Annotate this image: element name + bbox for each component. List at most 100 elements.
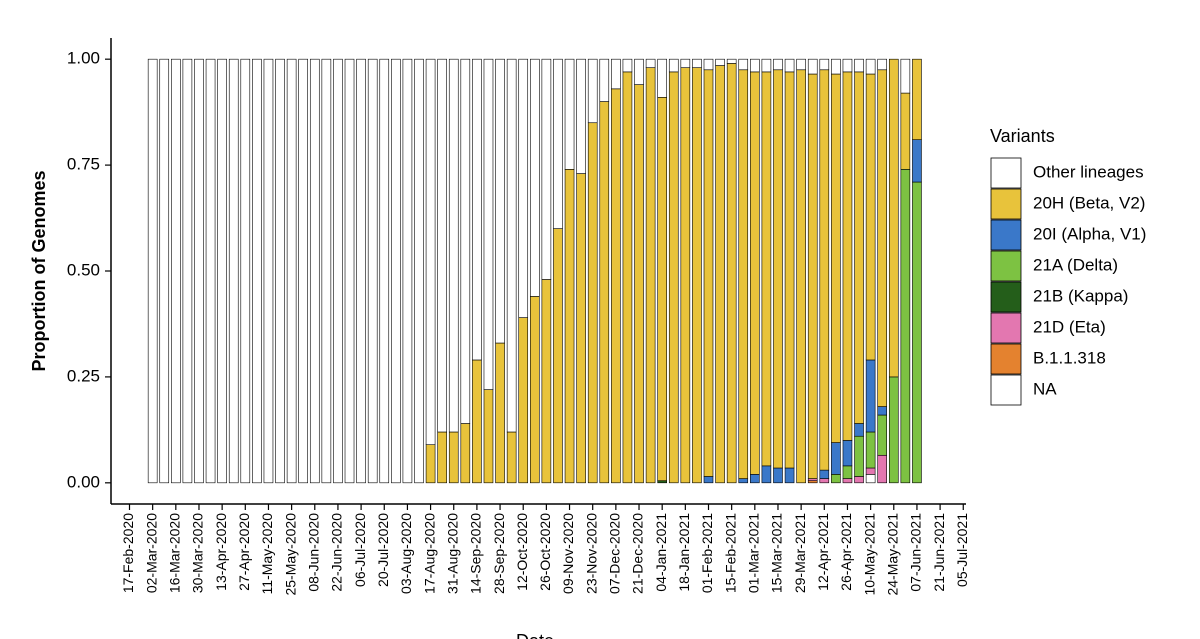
bar-segment (587, 58, 598, 124)
bar-segment (865, 359, 876, 433)
bar-segment (761, 58, 772, 73)
bar-segment (865, 431, 876, 469)
bar-segment (831, 73, 841, 443)
bar-segment (356, 58, 366, 484)
bar-segment (483, 389, 494, 484)
bar-segment (657, 480, 667, 484)
bar-segment (495, 58, 505, 344)
x-tick-label: 18-Jan-2021 (676, 513, 692, 592)
bar-segment (831, 474, 841, 484)
bar-segment (321, 58, 332, 484)
bar-segment (773, 58, 783, 71)
bar-segment (900, 92, 911, 170)
bar-segment (680, 67, 691, 484)
bar-segment (703, 58, 714, 71)
bar-segment (842, 440, 853, 467)
x-tick-label: 31-Aug-2020 (444, 513, 460, 594)
x-tick-label: 25-May-2020 (282, 513, 298, 596)
bar-segment (379, 58, 390, 484)
bar-segment (263, 58, 274, 484)
bar-segment (645, 67, 656, 484)
bar-segment (448, 58, 459, 433)
x-tick-label: 30-Mar-2020 (190, 513, 206, 593)
bar-segment (414, 58, 424, 484)
bar-segment (912, 139, 922, 183)
bar-segment (854, 71, 864, 424)
x-tick-label: 14-Sep-2020 (468, 513, 484, 594)
x-tick-label: 17-Aug-2020 (421, 513, 437, 594)
x-tick-label: 16-Mar-2020 (167, 513, 183, 593)
bar-segment (622, 58, 633, 73)
bar-segment (182, 58, 193, 484)
legend-key (990, 188, 1022, 220)
bar-segment (912, 181, 922, 484)
x-tick-label: 17-Feb-2020 (120, 513, 136, 593)
y-axis-title: Proportion of Genomes (29, 170, 49, 371)
bar-segment (344, 58, 355, 484)
x-axis-title: Date (516, 631, 554, 639)
bar-segment (286, 58, 297, 484)
bar-segment (541, 279, 552, 484)
bar-segment (217, 58, 227, 484)
bar-segment (842, 71, 853, 441)
bar-segment (599, 101, 610, 484)
bar-segment (622, 71, 633, 484)
bar-segment (784, 71, 795, 469)
bar-segment (518, 317, 529, 484)
x-tick-label: 02-Mar-2020 (143, 513, 159, 593)
bar-segment (807, 478, 818, 481)
legend-title: Variants (990, 126, 1055, 146)
x-tick-label: 26-Oct-2020 (537, 513, 553, 591)
bar-segment (553, 58, 563, 229)
bar-segment (472, 359, 482, 484)
legend-key (990, 374, 1022, 406)
bar-segment (205, 58, 216, 484)
x-tick-label: 03-Aug-2020 (398, 513, 414, 594)
x-tick-label: 09-Nov-2020 (560, 513, 576, 594)
legend-label: 21B (Kappa) (1033, 286, 1128, 305)
bar-segment (831, 58, 841, 75)
bar-segment (807, 480, 818, 484)
bar-segment (634, 84, 644, 484)
bar-segment (437, 58, 447, 433)
bar-segment (541, 58, 552, 280)
bar-segment (634, 58, 644, 85)
bar-segment (865, 58, 876, 75)
bar-segment (703, 476, 714, 484)
bar-segment (367, 58, 378, 484)
x-tick-label: 28-Sep-2020 (491, 513, 507, 594)
x-tick-label: 10-May-2021 (861, 513, 877, 596)
bar-segment (147, 58, 158, 484)
legend-label: NA (1033, 379, 1057, 398)
bar-segment (425, 58, 436, 445)
bar-segment (807, 73, 818, 479)
legend-key (990, 312, 1022, 344)
bar-segment (668, 71, 679, 484)
bar-segment (842, 58, 853, 73)
x-tick-label: 23-Nov-2020 (583, 513, 599, 594)
legend-label: 20I (Alpha, V1) (1033, 224, 1146, 243)
x-tick-label: 26-Apr-2021 (838, 513, 854, 591)
bar-segment (657, 97, 667, 481)
bar-segment (576, 173, 586, 484)
bar-segment (865, 467, 876, 475)
bar-segment (298, 58, 309, 484)
bar-segment (854, 435, 864, 477)
bar-segment (715, 65, 725, 484)
bar-segment (784, 58, 795, 73)
bar-segment (483, 58, 494, 390)
legend-key (990, 343, 1022, 375)
bar-segment (773, 467, 783, 484)
bar-segment (900, 169, 911, 484)
bar-segment (877, 454, 888, 484)
legend-key (990, 219, 1022, 251)
bar-segment (529, 58, 540, 297)
bar-segment (309, 58, 320, 484)
bar-segment (692, 58, 702, 68)
bar-segment (819, 69, 830, 471)
bar-segment (333, 58, 343, 484)
bar-segment (391, 58, 401, 484)
bar-segment (437, 431, 447, 484)
x-tick-label: 05-Jul-2021 (954, 513, 970, 587)
